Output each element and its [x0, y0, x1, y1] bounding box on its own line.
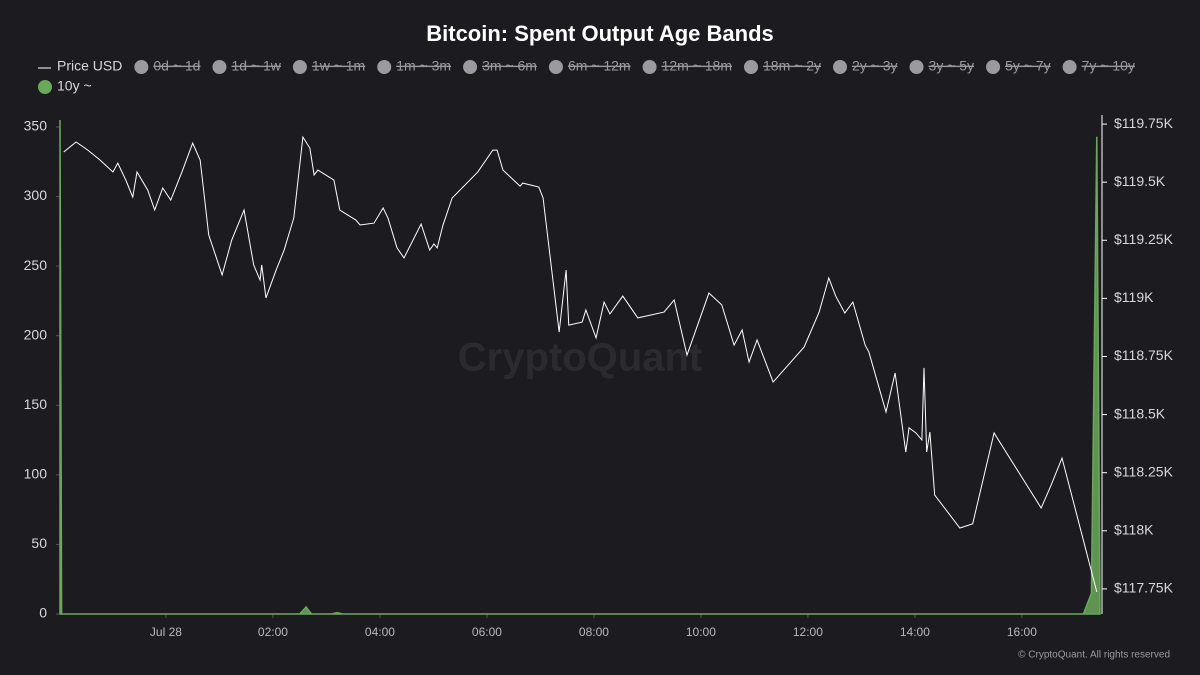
legend-label: 1d ~ 1w [231, 58, 281, 74]
legend-label: 5y ~ 7y [1005, 58, 1051, 74]
y-tick-label: 100 [24, 466, 48, 482]
legend-swatch [744, 60, 759, 74]
y2-tick-label: $119.25K [1114, 231, 1174, 247]
legend-swatch [986, 60, 1001, 74]
legend-swatch [292, 60, 307, 74]
y2-tick-label: $118.75K [1114, 347, 1174, 363]
legend-swatch [212, 60, 227, 74]
x-tick-label: 12:00 [793, 625, 823, 639]
y-tick-label: 300 [24, 187, 48, 203]
legend-label: 18m ~ 2y [763, 58, 821, 74]
x-tick-label: 16:00 [1007, 625, 1037, 639]
legend-label: 0d ~ 1d [153, 58, 200, 74]
legend-swatch [134, 60, 149, 74]
legend-label: Price USD [57, 58, 122, 74]
x-tick-label: 02:00 [258, 625, 288, 639]
y2-tick-label: $119.5K [1114, 173, 1166, 189]
y2-tick-label: $117.75K [1114, 580, 1174, 596]
y-tick-label: 200 [24, 326, 48, 342]
y-tick-label: 50 [31, 535, 47, 551]
legend-label: 2y ~ 3y [852, 58, 898, 74]
legend-label: 1w ~ 1m [312, 58, 365, 74]
price-line [63, 135, 1098, 593]
y2-tick-label: $118.5K [1114, 405, 1166, 421]
y2-tick-label: $118K [1114, 521, 1154, 537]
legend-swatch [377, 60, 392, 74]
legend-label: 6m ~ 12m [568, 58, 631, 74]
legend-label: 7y ~ 10y [1082, 58, 1135, 74]
chart-title: Bitcoin: Spent Output Age Bands [426, 21, 774, 46]
x-tick-label: 08:00 [579, 625, 609, 639]
legend-swatch [548, 60, 563, 74]
y-tick-label: 350 [24, 118, 48, 134]
legend-label: 3y ~ 5y [929, 58, 975, 74]
legend-label: 10y ~ [57, 78, 92, 94]
legend-label: 1m ~ 3m [396, 58, 451, 74]
x-tick-label: 14:00 [900, 625, 930, 639]
area [59, 120, 1101, 615]
legend-swatch [833, 60, 847, 74]
x-tick-label: 04:00 [365, 625, 395, 639]
x-tick-label: Jul 28 [150, 625, 182, 639]
y2-tick-label: $119.75K [1114, 115, 1174, 131]
x-tick-label: 10:00 [686, 625, 716, 639]
legend-swatch [463, 60, 478, 74]
footer: © CryptoQuant. All rights reserved [1018, 650, 1170, 661]
y-tick-label: 150 [24, 396, 48, 412]
legend-swatch [909, 60, 924, 74]
y2-tick-label: $118.25K [1114, 463, 1174, 479]
y-tick-label: 0 [39, 605, 47, 621]
legend-label: 12m ~ 18m [662, 58, 732, 74]
y2-tick-label: $119K [1114, 289, 1154, 305]
legend-label: 3m ~ 6m [482, 58, 537, 74]
x-tick-label: 06:00 [472, 625, 502, 639]
watermark: CryptoQuant [458, 336, 702, 380]
legend-swatch [38, 80, 52, 94]
legend-swatch [1062, 60, 1077, 74]
legend-swatch [642, 60, 657, 74]
y-tick-label: 250 [24, 257, 48, 273]
